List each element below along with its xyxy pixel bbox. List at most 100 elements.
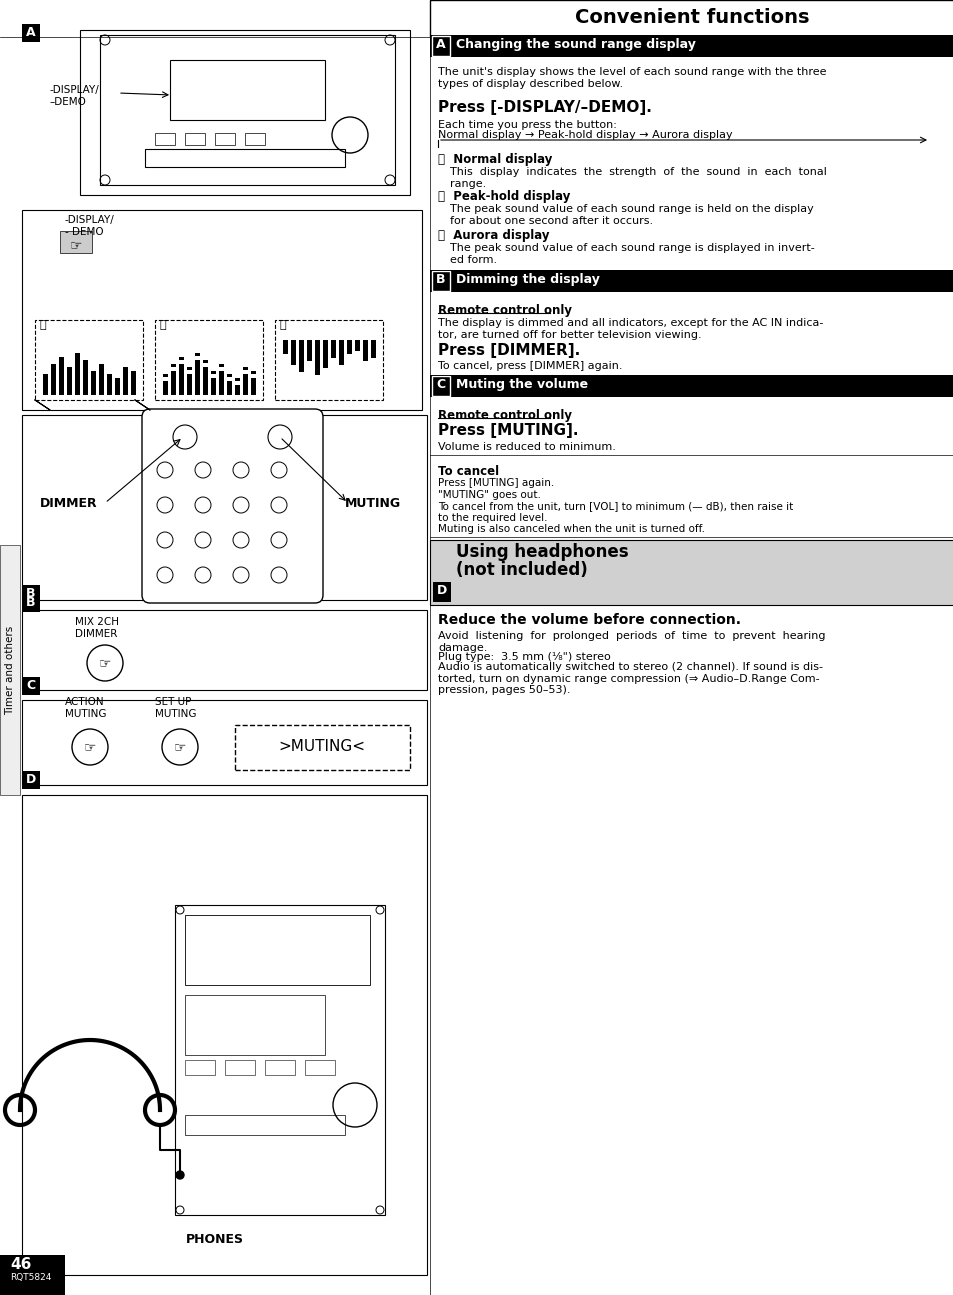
- Bar: [22, 585, 40, 603]
- Text: ⓐ: ⓐ: [40, 320, 47, 330]
- Text: Volume is reduced to minimum.: Volume is reduced to minimum.: [437, 442, 616, 452]
- Text: Convenient functions: Convenient functions: [574, 8, 808, 27]
- Bar: [243, 366, 248, 370]
- Bar: [203, 360, 208, 363]
- Text: Audio is automatically switched to stereo (2 channel). If sound is dis-
torted, : Audio is automatically switched to stere…: [437, 662, 822, 695]
- Bar: [185, 1061, 214, 1075]
- Text: ☞: ☞: [70, 238, 82, 253]
- Bar: [75, 354, 80, 395]
- Bar: [234, 725, 410, 771]
- Text: ☞: ☞: [99, 657, 112, 670]
- Bar: [355, 341, 359, 351]
- Bar: [35, 320, 143, 400]
- Bar: [298, 341, 304, 372]
- Bar: [338, 341, 344, 364]
- Text: - DEMO: - DEMO: [65, 227, 104, 237]
- Bar: [99, 364, 104, 395]
- Bar: [243, 374, 248, 395]
- Bar: [171, 370, 175, 395]
- Bar: [430, 0, 953, 38]
- Text: -DISPLAY/: -DISPLAY/: [65, 215, 114, 225]
- Text: A: A: [26, 26, 36, 39]
- Bar: [432, 376, 450, 396]
- Bar: [115, 378, 120, 395]
- Text: MUTING: MUTING: [345, 497, 400, 510]
- Bar: [214, 133, 234, 145]
- Text: Changing the sound range display: Changing the sound range display: [456, 38, 695, 51]
- Text: ACTION
MUTING: ACTION MUTING: [65, 697, 107, 719]
- Bar: [331, 341, 335, 357]
- Bar: [305, 1061, 335, 1075]
- Text: >MUTING<: >MUTING<: [278, 739, 365, 754]
- Text: B: B: [436, 273, 445, 286]
- Bar: [187, 374, 192, 395]
- Text: SET UP
MUTING: SET UP MUTING: [154, 697, 196, 719]
- Text: Normal display → Peak-hold display → Aurora display: Normal display → Peak-hold display → Aur…: [437, 130, 732, 140]
- Bar: [22, 795, 427, 1276]
- Text: (not included): (not included): [456, 561, 587, 579]
- Bar: [307, 341, 312, 361]
- Bar: [203, 366, 208, 395]
- Bar: [83, 360, 88, 395]
- Text: ☞: ☞: [173, 739, 186, 754]
- Text: ☞: ☞: [84, 739, 96, 754]
- Text: Remote control only: Remote control only: [437, 304, 572, 317]
- Bar: [145, 149, 345, 167]
- Bar: [163, 374, 168, 377]
- Text: C: C: [436, 378, 445, 391]
- Bar: [430, 269, 953, 291]
- Text: The unit's display shows the level of each sound range with the three
types of d: The unit's display shows the level of ea…: [437, 67, 825, 88]
- Text: ⓒ: ⓒ: [280, 320, 286, 330]
- Text: -DISPLAY/
–DEMO: -DISPLAY/ –DEMO: [50, 85, 100, 106]
- Text: D: D: [436, 584, 447, 597]
- Bar: [59, 356, 64, 395]
- Text: Press [MUTING].: Press [MUTING].: [437, 423, 578, 438]
- Text: Press [-DISPLAY/–DEMO].: Press [-DISPLAY/–DEMO].: [437, 100, 651, 115]
- Bar: [51, 364, 56, 395]
- Bar: [22, 677, 40, 695]
- Bar: [80, 30, 410, 196]
- Bar: [194, 354, 200, 356]
- Text: The display is dimmed and all indicators, except for the AC IN indica-
tor, are : The display is dimmed and all indicators…: [437, 319, 822, 339]
- Bar: [22, 610, 427, 690]
- Text: ⓒ  Aurora display: ⓒ Aurora display: [437, 229, 549, 242]
- Bar: [170, 60, 325, 120]
- Text: Reduce the volume before connection.: Reduce the volume before connection.: [437, 613, 740, 627]
- Text: To cancel: To cancel: [437, 465, 498, 478]
- Bar: [323, 341, 328, 368]
- Bar: [219, 364, 224, 366]
- Text: C: C: [27, 679, 35, 692]
- Bar: [314, 341, 319, 376]
- Bar: [107, 374, 112, 395]
- Text: Dimming the display: Dimming the display: [456, 273, 599, 286]
- Bar: [154, 320, 263, 400]
- Bar: [163, 381, 168, 395]
- Text: ⓐ  Normal display: ⓐ Normal display: [437, 153, 552, 166]
- Text: This  display  indicates  the  strength  of  the  sound  in  each  tonal
range.: This display indicates the strength of t…: [450, 167, 826, 189]
- Text: Plug type:  3.5 mm (¹⁄₈") stereo: Plug type: 3.5 mm (¹⁄₈") stereo: [437, 651, 610, 662]
- Text: ⓑ: ⓑ: [160, 320, 167, 330]
- Bar: [283, 341, 288, 354]
- Bar: [60, 231, 91, 253]
- Bar: [245, 133, 265, 145]
- Text: Press [MUTING] again.
"MUTING" goes out.
To cancel from the unit, turn [VOL] to : Press [MUTING] again. "MUTING" goes out.…: [437, 478, 792, 535]
- Bar: [67, 366, 71, 395]
- Bar: [274, 320, 382, 400]
- Bar: [194, 360, 200, 395]
- Bar: [225, 1061, 254, 1075]
- Text: Remote control only: Remote control only: [437, 409, 572, 422]
- Bar: [22, 594, 40, 613]
- Bar: [22, 25, 40, 41]
- Bar: [123, 366, 128, 395]
- Bar: [211, 378, 215, 395]
- Text: B: B: [27, 587, 35, 600]
- Text: Avoid  listening  for  prolonged  periods  of  time  to  prevent  hearing
damage: Avoid listening for prolonged periods of…: [437, 631, 824, 653]
- Bar: [22, 414, 427, 600]
- Bar: [432, 271, 450, 291]
- Text: Timer and others: Timer and others: [5, 625, 15, 715]
- Bar: [433, 581, 451, 602]
- Text: Using headphones: Using headphones: [456, 543, 628, 561]
- Text: B: B: [27, 596, 35, 609]
- Bar: [363, 341, 368, 361]
- Bar: [179, 364, 184, 395]
